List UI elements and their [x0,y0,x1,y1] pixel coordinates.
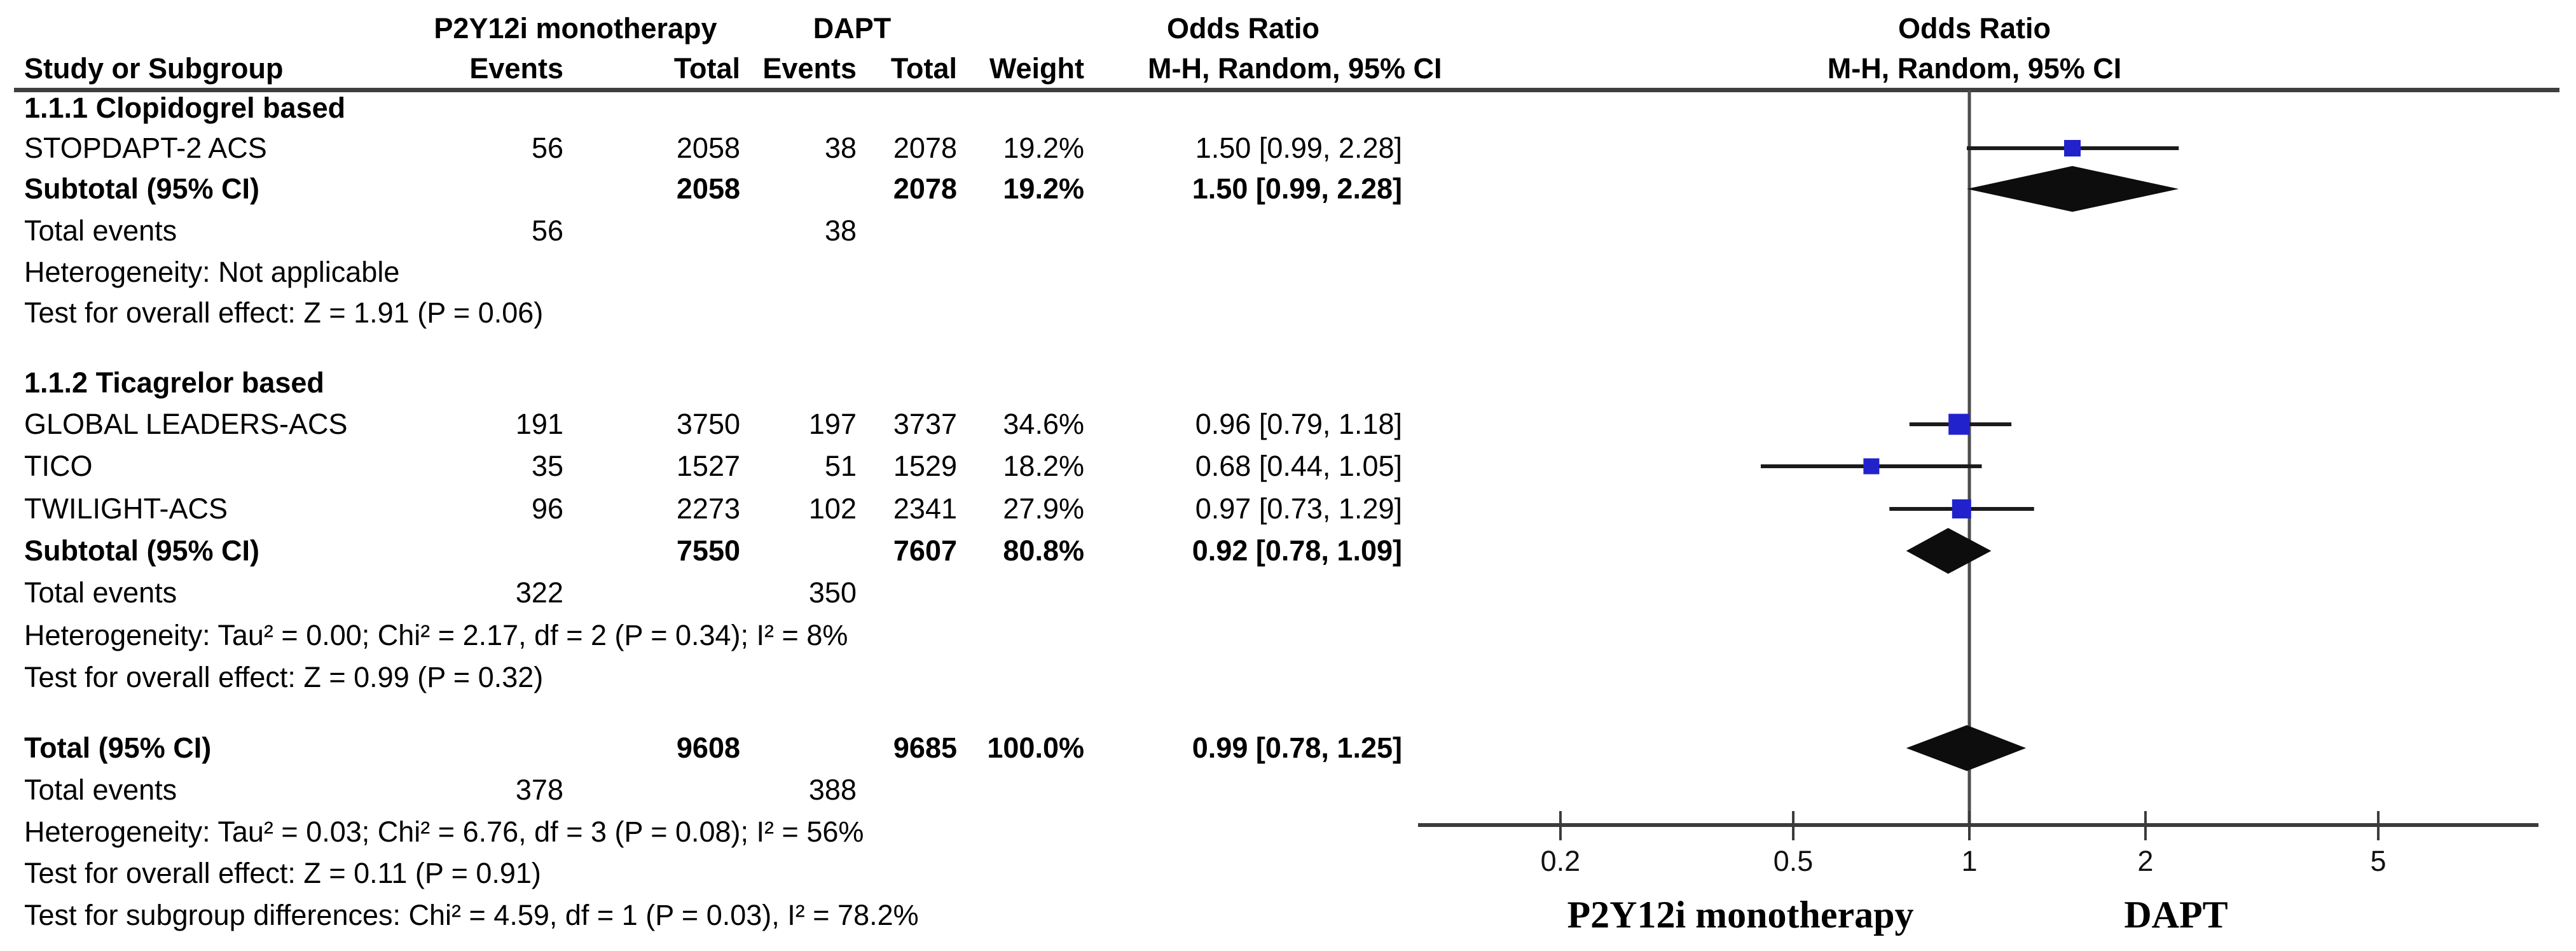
events-mono-value: 56 [531,132,563,164]
events-mono-value: 35 [531,450,563,482]
weight-value: 19.2% [1003,172,1084,205]
total-mono-value: 7550 [676,534,740,567]
total-dapt-value: 7607 [893,534,957,567]
events-dapt-value: 51 [824,450,857,482]
or-ci-value: 1.50 [0.99, 2.28] [1195,132,1402,164]
total-events-row: Total events 322 350 [0,572,2576,614]
col-header-weight: Weight [989,52,1084,85]
weight-value: 80.8% [1003,534,1084,567]
subtotal-row: Subtotal (95% CI) 2058 2078 19.2% 1.50 [… [0,168,2576,210]
overall-effect-text: Test for overall effect: Z = 0.11 (P = 0… [24,857,541,889]
overall-effect-row: Test for overall effect: Z = 0.99 (P = 0… [0,656,2576,698]
total-events-row: Total events 378 388 [0,769,2576,811]
total-dapt-value: 3737 [893,408,957,440]
col-header-total-mono: Total [673,52,740,85]
total-mono-value: 2058 [676,172,740,205]
events-mono-value: 378 [515,774,563,806]
total-dapt-value: 2078 [893,132,957,164]
subtotal-label: Subtotal (95% CI) [24,172,260,205]
header-divider-rule [14,88,2559,92]
total-mono-value: 2058 [676,132,740,164]
total-mono-value: 1527 [676,450,740,482]
subgroup-title: 1.1.1 Clopidogrel based [24,92,346,124]
events-dapt-value: 38 [824,214,857,247]
total-events-label: Total events [24,214,177,247]
total-dapt-value: 9685 [893,732,957,764]
subtotal-row: Subtotal (95% CI) 7550 7607 80.8% 0.92 [… [0,530,2576,572]
study-row: GLOBAL LEADERS-ACS 191 3750 197 3737 34.… [0,403,2576,445]
study-row: STOPDAPT-2 ACS 56 2058 38 2078 19.2% 1.5… [0,127,2576,169]
events-dapt-value: 350 [808,576,857,609]
overall-effect-text: Test for overall effect: Z = 1.91 (P = 0… [24,296,544,329]
subgroup-header-row: 1.1.2 Ticagrelor based [0,362,2576,404]
weight-value: 19.2% [1003,132,1084,164]
events-mono-value: 96 [531,492,563,525]
total-label: Total (95% CI) [24,732,212,764]
plot-header-mh-ci: M-H, Random, 95% CI [1827,52,2122,85]
weight-value: 18.2% [1003,450,1084,482]
weight-value: 100.0% [987,732,1084,764]
subgroup-differences-row: Test for subgroup differences: Chi² = 4.… [0,894,2576,936]
or-ci-value: 1.50 [0.99, 2.28] [1192,172,1402,205]
subgroup-header-row: 1.1.1 Clopidogrel based [0,87,2576,129]
subgroup-differences-text: Test for subgroup differences: Chi² = 4.… [24,899,919,931]
study-name: STOPDAPT-2 ACS [24,132,267,164]
overall-effect-row: Test for overall effect: Z = 0.11 (P = 0… [0,852,2576,894]
total-events-label: Total events [24,576,177,609]
events-mono-value: 322 [515,576,563,609]
heterogeneity-row: Heterogeneity: Tau² = 0.00; Chi² = 2.17,… [0,614,2576,656]
total-dapt-value: 1529 [893,450,957,482]
study-name: GLOBAL LEADERS-ACS [24,408,348,440]
col-header-events-mono: Events [469,52,563,85]
subgroup-title: 1.1.2 Ticagrelor based [24,366,324,399]
total-mono-value: 9608 [676,732,740,764]
total-dapt-value: 2078 [893,172,957,205]
heterogeneity-row: Heterogeneity: Tau² = 0.03; Chi² = 6.76,… [0,811,2576,853]
col-header-events-dapt: Events [762,52,857,85]
or-ci-value: 0.92 [0.78, 1.09] [1192,534,1402,567]
col-header-study: Study or Subgroup [24,52,284,85]
events-dapt-value: 38 [824,132,857,164]
study-row: TWILIGHT-ACS 96 2273 102 2341 27.9% 0.97… [0,488,2576,530]
table-header-groups: P2Y12i monotherapy DAPT Odds Ratio Odds … [0,8,2576,50]
study-row: TICO 35 1527 51 1529 18.2% 0.68 [0.44, 1… [0,445,2576,487]
overall-effect-row: Test for overall effect: Z = 1.91 (P = 0… [0,292,2576,334]
or-ci-value: 0.96 [0.79, 1.18] [1195,408,1402,440]
odds-ratio-plot-header: Odds Ratio [1898,12,2051,45]
heterogeneity-row: Heterogeneity: Not applicable [0,251,2576,293]
heterogeneity-text: Heterogeneity: Tau² = 0.00; Chi² = 2.17,… [24,619,848,651]
col-header-mh-ci: M-H, Random, 95% CI [1148,52,1442,85]
favours-left-label: P2Y12i monotherapy [1567,894,1914,936]
study-name: TWILIGHT-ACS [24,492,228,525]
events-dapt-value: 197 [808,408,857,440]
heterogeneity-text: Heterogeneity: Tau² = 0.03; Chi² = 6.76,… [24,816,864,848]
events-mono-value: 191 [515,408,563,440]
or-ci-value: 0.97 [0.73, 1.29] [1195,492,1402,525]
table-header-columns: Study or Subgroup Events Total Events To… [0,48,2576,90]
total-dapt-value: 2341 [893,492,957,525]
subtotal-label: Subtotal (95% CI) [24,534,260,567]
total-row: Total (95% CI) 9608 9685 100.0% 0.99 [0.… [0,727,2576,769]
study-name: TICO [24,450,93,482]
total-mono-value: 3750 [676,408,740,440]
weight-value: 27.9% [1003,492,1084,525]
favours-right-label: DAPT [2124,894,2228,936]
total-events-label: Total events [24,774,177,806]
total-events-row: Total events 56 38 [0,210,2576,252]
events-mono-value: 56 [531,214,563,247]
or-ci-value: 0.68 [0.44, 1.05] [1195,450,1402,482]
total-mono-value: 2273 [676,492,740,525]
weight-value: 34.6% [1003,408,1084,440]
group-header-dapt: DAPT [813,12,892,45]
overall-effect-text: Test for overall effect: Z = 0.99 (P = 0… [24,661,544,693]
group-header-monotherapy: P2Y12i monotherapy [434,12,717,45]
col-header-total-dapt: Total [890,52,957,85]
events-dapt-value: 102 [808,492,857,525]
events-dapt-value: 388 [808,774,857,806]
heterogeneity-text: Heterogeneity: Not applicable [24,256,400,288]
odds-ratio-column-header: Odds Ratio [1166,12,1319,45]
or-ci-value: 0.99 [0.78, 1.25] [1192,732,1402,764]
